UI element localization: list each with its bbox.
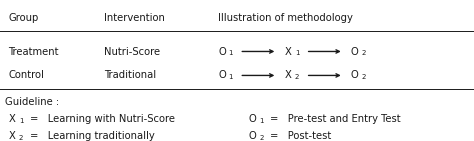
- Text: Illustration of methodology: Illustration of methodology: [218, 13, 353, 23]
- Text: 1: 1: [295, 50, 299, 56]
- Text: X: X: [284, 70, 292, 81]
- Text: Intervention: Intervention: [104, 13, 165, 23]
- Text: O: O: [351, 70, 358, 81]
- Text: 1: 1: [228, 74, 233, 80]
- Text: O: O: [218, 70, 226, 81]
- Text: 2: 2: [295, 74, 299, 80]
- Text: =   Learning with Nutri-Score: = Learning with Nutri-Score: [30, 114, 175, 124]
- Text: =   Pre-test and Entry Test: = Pre-test and Entry Test: [270, 114, 401, 124]
- Text: O: O: [249, 131, 256, 141]
- Text: 2: 2: [19, 135, 23, 141]
- Text: 1: 1: [259, 118, 264, 124]
- Text: Guideline :: Guideline :: [5, 97, 59, 107]
- Text: O: O: [249, 114, 256, 124]
- Text: X: X: [9, 114, 16, 124]
- Text: Traditional: Traditional: [104, 70, 156, 81]
- Text: 1: 1: [19, 118, 23, 124]
- Text: O: O: [351, 47, 358, 57]
- Text: 2: 2: [361, 50, 365, 56]
- Text: =   Post-test: = Post-test: [270, 131, 331, 141]
- Text: Control: Control: [9, 70, 45, 81]
- Text: 2: 2: [259, 135, 264, 141]
- Text: Treatment: Treatment: [9, 47, 59, 57]
- Text: 1: 1: [228, 50, 233, 56]
- Text: Nutri-Score: Nutri-Score: [104, 47, 160, 57]
- Text: X: X: [284, 47, 292, 57]
- Text: Group: Group: [9, 13, 39, 23]
- Text: X: X: [9, 131, 16, 141]
- Text: O: O: [218, 47, 226, 57]
- Text: 2: 2: [361, 74, 365, 80]
- Text: =   Learning traditionally: = Learning traditionally: [30, 131, 155, 141]
